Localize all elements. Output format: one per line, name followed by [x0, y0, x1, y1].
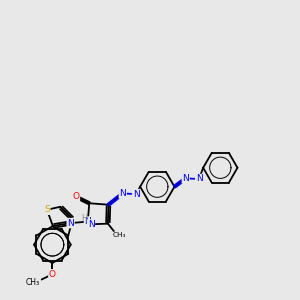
Text: O: O — [73, 192, 80, 201]
Text: O: O — [49, 270, 56, 279]
Text: N: N — [133, 190, 140, 199]
Text: CH₃: CH₃ — [26, 278, 40, 287]
Text: N: N — [196, 175, 202, 184]
Text: N: N — [67, 219, 74, 228]
Text: N: N — [84, 217, 91, 226]
Text: CH₃: CH₃ — [112, 232, 126, 238]
Text: S: S — [44, 205, 50, 214]
Text: N: N — [88, 220, 94, 229]
Text: N: N — [119, 189, 126, 198]
Text: N: N — [182, 174, 189, 183]
Text: H: H — [82, 214, 88, 224]
